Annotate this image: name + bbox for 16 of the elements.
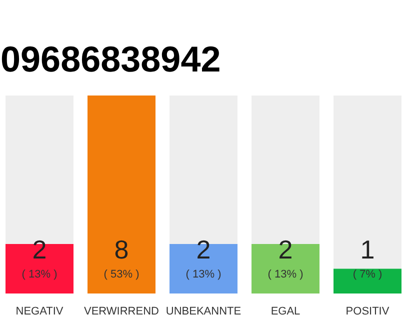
annotation: ( 53% ) <box>104 268 140 280</box>
chart-title: 09686838942 <box>0 38 221 80</box>
annotation: ( 13% ) <box>186 268 222 280</box>
x-tick-label: UNBEKANNTE <box>166 306 242 318</box>
data-label: 1 <box>360 234 375 264</box>
annotation: ( 13% ) <box>268 268 304 280</box>
data-label: 2 <box>32 234 47 264</box>
x-tick-label: EGAL <box>270 306 300 318</box>
annotation: ( 13% ) <box>22 268 58 280</box>
data-label: 2 <box>278 234 293 264</box>
annotation: ( 7% ) <box>352 268 382 280</box>
x-tick-label: NEGATIV <box>16 306 64 318</box>
x-tick-label: VERWIRREND <box>84 306 160 318</box>
x-tick-label: POSITIV <box>346 306 390 318</box>
data-label: 8 <box>114 234 129 264</box>
data-label: 2 <box>196 234 211 264</box>
